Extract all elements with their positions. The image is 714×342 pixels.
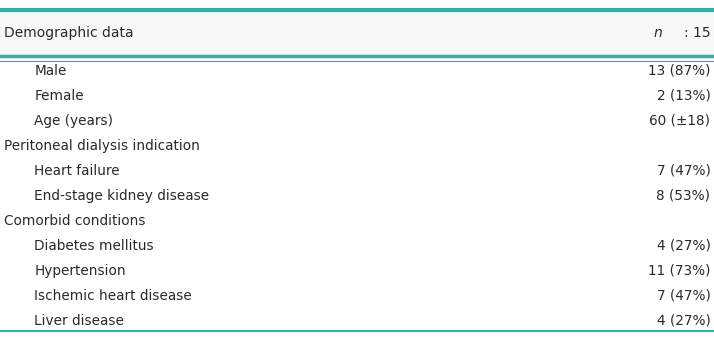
Text: End-stage kidney disease: End-stage kidney disease xyxy=(34,189,209,203)
Text: 60 (±18): 60 (±18) xyxy=(650,114,710,128)
Text: Demographic data: Demographic data xyxy=(4,26,134,40)
Text: Peritoneal dialysis indication: Peritoneal dialysis indication xyxy=(4,139,199,153)
Text: 2 (13%): 2 (13%) xyxy=(657,89,710,103)
Text: Age (years): Age (years) xyxy=(34,114,114,128)
Text: Comorbid conditions: Comorbid conditions xyxy=(4,214,145,228)
Text: Female: Female xyxy=(34,89,84,103)
Text: n: n xyxy=(653,26,662,40)
Text: Hypertension: Hypertension xyxy=(34,264,126,278)
Text: 4 (27%): 4 (27%) xyxy=(657,314,710,328)
Bar xyxy=(0,10,714,56)
Text: Male: Male xyxy=(34,64,66,78)
Text: 7 (47%): 7 (47%) xyxy=(657,289,710,303)
Text: 7 (47%): 7 (47%) xyxy=(657,164,710,178)
Text: Heart failure: Heart failure xyxy=(34,164,120,178)
Text: Ischemic heart disease: Ischemic heart disease xyxy=(34,289,192,303)
Text: 8 (53%): 8 (53%) xyxy=(656,189,710,203)
Text: Liver disease: Liver disease xyxy=(34,314,124,328)
Text: 13 (87%): 13 (87%) xyxy=(648,64,710,78)
Text: Diabetes mellitus: Diabetes mellitus xyxy=(34,239,154,253)
Text: : 15: : 15 xyxy=(684,26,710,40)
Text: 4 (27%): 4 (27%) xyxy=(657,239,710,253)
Text: 11 (73%): 11 (73%) xyxy=(648,264,710,278)
